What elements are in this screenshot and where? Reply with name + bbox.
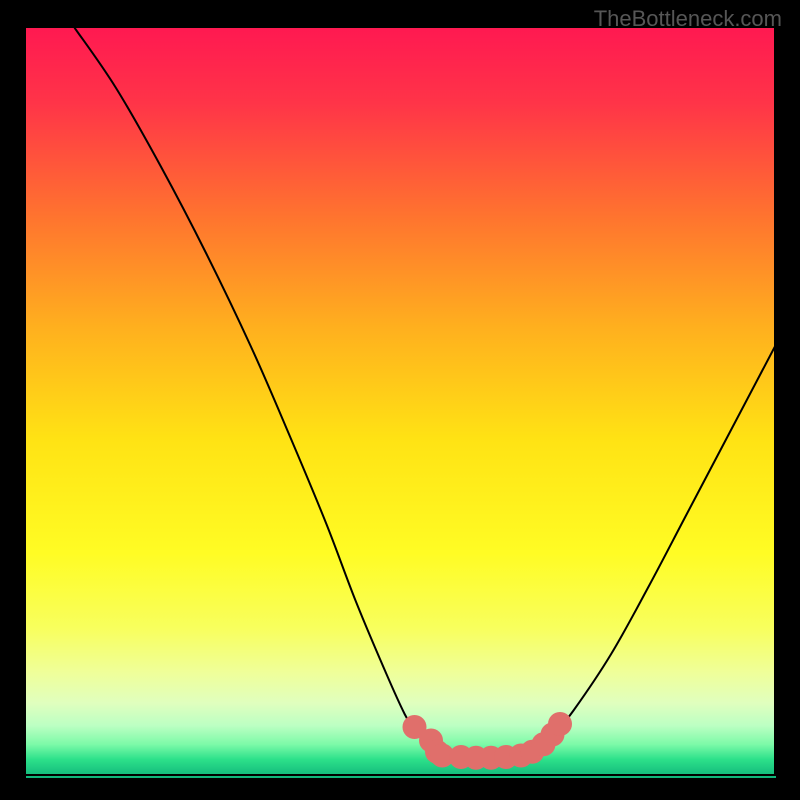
- chart-frame: [24, 26, 776, 776]
- chart-stage: TheBottleneck.com: [0, 0, 800, 800]
